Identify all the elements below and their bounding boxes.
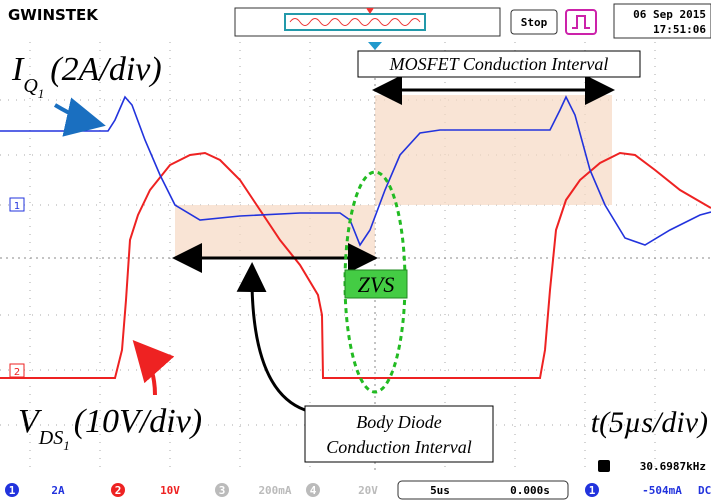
voltage-label: VDS1(10V/div) (18, 403, 202, 453)
ch3: 3 (219, 484, 226, 497)
page: GWINSTEK Stop 06 Sep 2015 17:51:06 1 2 Z… (0, 0, 711, 500)
scale: (2A/div) (50, 51, 161, 88)
subsub: 1 (38, 86, 45, 101)
sub: Q (23, 75, 38, 97)
frequency: 30.6987kHz (640, 460, 706, 473)
ch1-scale: 2A (51, 484, 65, 497)
scope-screen: GWINSTEK Stop 06 Sep 2015 17:51:06 1 2 Z… (0, 0, 711, 500)
trigger-marker (368, 42, 382, 50)
status-text: Stop (521, 16, 548, 29)
timebase: 5us (430, 484, 450, 497)
trig-ch: 1 (589, 484, 596, 497)
mosfet-label: MOSFET Conduction Interval (389, 54, 609, 74)
coupling: DC (698, 484, 711, 497)
brand: GWINSTEK (8, 6, 99, 24)
sub: DS (38, 427, 63, 449)
ch2-scale: 10V (160, 484, 180, 497)
ch2-label: 2 (14, 367, 20, 378)
current-label: IQ1(2A/div) (11, 51, 162, 101)
body-diode-label: Conduction Interval (326, 437, 471, 457)
scale: (10V/div) (74, 403, 202, 440)
ch4: 4 (310, 484, 317, 497)
vds-pointer (138, 346, 155, 395)
body-diode-pointer (252, 268, 305, 410)
time-label: t(5µs/div) (591, 406, 708, 439)
trigger-icon[interactable] (566, 10, 596, 34)
ch3-scale: 200mA (258, 484, 291, 497)
trig-level: -504mA (642, 484, 682, 497)
iq-pointer (55, 105, 98, 124)
freq-icon (598, 460, 610, 472)
ch4-scale: 20V (358, 484, 378, 497)
footer-bar (0, 480, 711, 500)
ch1-label: 1 (14, 201, 20, 212)
time: 17:51:06 (653, 23, 706, 36)
memory-bar (235, 8, 500, 36)
offset: 0.000s (510, 484, 550, 497)
body-diode-label: Body Diode (356, 412, 441, 432)
mosfet-region (375, 95, 612, 205)
zvs-label: ZVS (358, 272, 395, 297)
subsub: 1 (63, 438, 70, 453)
ch2: 2 (115, 484, 122, 497)
date: 06 Sep 2015 (633, 8, 706, 21)
ch1: 1 (9, 484, 16, 497)
